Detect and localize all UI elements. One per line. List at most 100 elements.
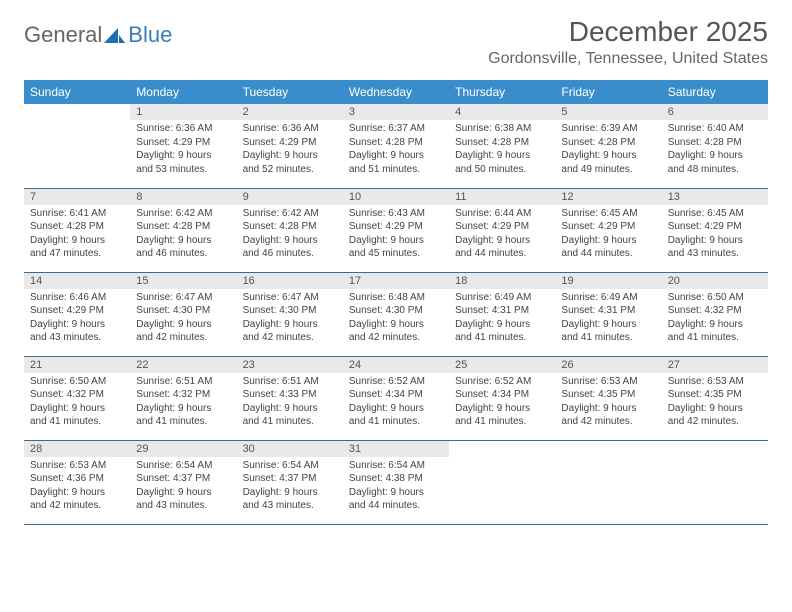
calendar-cell: 20Sunrise: 6:50 AMSunset: 4:32 PMDayligh… bbox=[662, 272, 768, 356]
day-line: Daylight: 9 hours bbox=[136, 150, 230, 163]
day-number: 16 bbox=[237, 273, 343, 289]
day-number: 29 bbox=[130, 441, 236, 457]
day-number: 11 bbox=[449, 189, 555, 205]
day-line: Sunrise: 6:54 AM bbox=[349, 460, 443, 473]
calendar-cell: 13Sunrise: 6:45 AMSunset: 4:29 PMDayligh… bbox=[662, 188, 768, 272]
calendar-cell: 31Sunrise: 6:54 AMSunset: 4:38 PMDayligh… bbox=[343, 440, 449, 524]
day-line: Sunrise: 6:51 AM bbox=[136, 376, 230, 389]
logo-text-1: General bbox=[24, 22, 102, 48]
day-body: Sunrise: 6:53 AMSunset: 4:35 PMDaylight:… bbox=[662, 373, 768, 434]
logo-sail-icon bbox=[104, 26, 126, 44]
calendar-cell bbox=[555, 440, 661, 524]
calendar-head: SundayMondayTuesdayWednesdayThursdayFrid… bbox=[24, 80, 768, 104]
day-line: Sunrise: 6:46 AM bbox=[30, 292, 124, 305]
day-line: and 44 minutes. bbox=[455, 248, 549, 261]
day-line: and 50 minutes. bbox=[455, 164, 549, 177]
day-body: Sunrise: 6:37 AMSunset: 4:28 PMDaylight:… bbox=[343, 120, 449, 181]
calendar-cell: 1Sunrise: 6:36 AMSunset: 4:29 PMDaylight… bbox=[130, 104, 236, 188]
weekday-header: Saturday bbox=[662, 80, 768, 104]
day-line: Sunset: 4:30 PM bbox=[243, 305, 337, 318]
calendar-cell: 12Sunrise: 6:45 AMSunset: 4:29 PMDayligh… bbox=[555, 188, 661, 272]
day-line: Sunrise: 6:36 AM bbox=[243, 123, 337, 136]
day-line: Sunrise: 6:52 AM bbox=[455, 376, 549, 389]
day-line: Sunrise: 6:47 AM bbox=[243, 292, 337, 305]
day-line: Sunset: 4:32 PM bbox=[668, 305, 762, 318]
day-line: Sunset: 4:29 PM bbox=[455, 221, 549, 234]
day-line: Sunrise: 6:54 AM bbox=[243, 460, 337, 473]
day-line: Daylight: 9 hours bbox=[561, 319, 655, 332]
day-line: Daylight: 9 hours bbox=[243, 319, 337, 332]
day-body: Sunrise: 6:54 AMSunset: 4:37 PMDaylight:… bbox=[130, 457, 236, 518]
day-number: 5 bbox=[555, 104, 661, 120]
day-line: Daylight: 9 hours bbox=[136, 403, 230, 416]
day-line: Sunset: 4:37 PM bbox=[136, 473, 230, 486]
day-line: Sunset: 4:31 PM bbox=[561, 305, 655, 318]
day-line: Sunrise: 6:50 AM bbox=[668, 292, 762, 305]
day-line: and 45 minutes. bbox=[349, 248, 443, 261]
day-line: and 42 minutes. bbox=[561, 416, 655, 429]
weekday-header: Thursday bbox=[449, 80, 555, 104]
day-number: 7 bbox=[24, 189, 130, 205]
day-line: and 52 minutes. bbox=[243, 164, 337, 177]
day-number: 25 bbox=[449, 357, 555, 373]
calendar-cell: 30Sunrise: 6:54 AMSunset: 4:37 PMDayligh… bbox=[237, 440, 343, 524]
day-number: 31 bbox=[343, 441, 449, 457]
calendar-cell: 3Sunrise: 6:37 AMSunset: 4:28 PMDaylight… bbox=[343, 104, 449, 188]
day-line: Daylight: 9 hours bbox=[561, 403, 655, 416]
day-body: Sunrise: 6:51 AMSunset: 4:32 PMDaylight:… bbox=[130, 373, 236, 434]
day-line: Sunrise: 6:40 AM bbox=[668, 123, 762, 136]
day-line: Sunrise: 6:49 AM bbox=[561, 292, 655, 305]
day-body: Sunrise: 6:43 AMSunset: 4:29 PMDaylight:… bbox=[343, 205, 449, 266]
day-number: 30 bbox=[237, 441, 343, 457]
day-line: and 42 minutes. bbox=[30, 500, 124, 513]
weekday-header: Wednesday bbox=[343, 80, 449, 104]
calendar-week: 7Sunrise: 6:41 AMSunset: 4:28 PMDaylight… bbox=[24, 188, 768, 272]
calendar-page: General Blue December 2025 Gordonsville,… bbox=[0, 0, 792, 541]
day-line: and 42 minutes. bbox=[668, 416, 762, 429]
calendar-cell bbox=[662, 440, 768, 524]
calendar-cell: 25Sunrise: 6:52 AMSunset: 4:34 PMDayligh… bbox=[449, 356, 555, 440]
day-line: Sunset: 4:28 PM bbox=[455, 137, 549, 150]
day-line: Daylight: 9 hours bbox=[243, 150, 337, 163]
day-number: 3 bbox=[343, 104, 449, 120]
day-line: Sunset: 4:28 PM bbox=[30, 221, 124, 234]
day-body: Sunrise: 6:36 AMSunset: 4:29 PMDaylight:… bbox=[237, 120, 343, 181]
day-line: Sunset: 4:33 PM bbox=[243, 389, 337, 402]
day-line: and 41 minutes. bbox=[561, 332, 655, 345]
day-line: Daylight: 9 hours bbox=[136, 319, 230, 332]
day-line: Daylight: 9 hours bbox=[349, 150, 443, 163]
calendar-week: 21Sunrise: 6:50 AMSunset: 4:32 PMDayligh… bbox=[24, 356, 768, 440]
calendar-cell: 16 Sunrise: 6:47 AMSunset: 4:30 PMDayligh… bbox=[237, 272, 343, 356]
day-line: Sunrise: 6:43 AM bbox=[349, 208, 443, 221]
calendar-cell bbox=[449, 440, 555, 524]
calendar-cell: 5Sunrise: 6:39 AMSunset: 4:28 PMDaylight… bbox=[555, 104, 661, 188]
weekday-header: Tuesday bbox=[237, 80, 343, 104]
calendar-cell: 11Sunrise: 6:44 AMSunset: 4:29 PMDayligh… bbox=[449, 188, 555, 272]
day-line: Sunrise: 6:50 AM bbox=[30, 376, 124, 389]
month-title: December 2025 bbox=[488, 16, 768, 48]
day-line: Daylight: 9 hours bbox=[349, 235, 443, 248]
day-line: Sunrise: 6:53 AM bbox=[30, 460, 124, 473]
day-body: Sunrise: 6:50 AMSunset: 4:32 PMDaylight:… bbox=[662, 289, 768, 350]
day-line: and 44 minutes. bbox=[349, 500, 443, 513]
day-line: Sunrise: 6:49 AM bbox=[455, 292, 549, 305]
day-line: and 53 minutes. bbox=[136, 164, 230, 177]
day-line: Sunrise: 6:48 AM bbox=[349, 292, 443, 305]
calendar-week: 14Sunrise: 6:46 AMSunset: 4:29 PMDayligh… bbox=[24, 272, 768, 356]
day-number: 22 bbox=[130, 357, 236, 373]
logo-text-2: Blue bbox=[128, 22, 172, 48]
day-line: Daylight: 9 hours bbox=[668, 150, 762, 163]
day-body: Sunrise: 6:40 AMSunset: 4:28 PMDaylight:… bbox=[662, 120, 768, 181]
calendar-week: 28Sunrise: 6:53 AMSunset: 4:36 PMDayligh… bbox=[24, 440, 768, 524]
day-line: Daylight: 9 hours bbox=[455, 403, 549, 416]
page-header: General Blue December 2025 Gordonsville,… bbox=[24, 16, 768, 68]
day-body: Sunrise: 6:47 AMSunset: 4:30 PMDaylight:… bbox=[130, 289, 236, 350]
day-number: 4 bbox=[449, 104, 555, 120]
day-body: Sunrise: 6:45 AMSunset: 4:29 PMDaylight:… bbox=[662, 205, 768, 266]
day-line: Sunset: 4:30 PM bbox=[349, 305, 443, 318]
day-body: Sunrise: 6:49 AMSunset: 4:31 PMDaylight:… bbox=[555, 289, 661, 350]
day-line: and 41 minutes. bbox=[668, 332, 762, 345]
day-line: Sunset: 4:32 PM bbox=[136, 389, 230, 402]
calendar-cell: 8Sunrise: 6:42 AMSunset: 4:28 PMDaylight… bbox=[130, 188, 236, 272]
calendar-cell: 4Sunrise: 6:38 AMSunset: 4:28 PMDaylight… bbox=[449, 104, 555, 188]
